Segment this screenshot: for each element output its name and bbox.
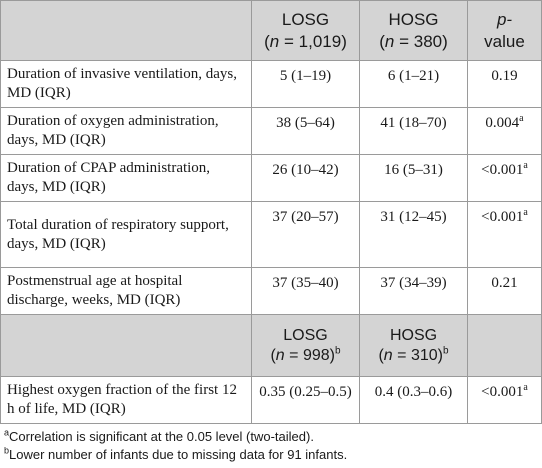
footnote-b-text: Lower number of infants due to missing d… xyxy=(9,447,348,462)
row-label: Duration of oxygen administration, days,… xyxy=(0,107,252,155)
footnote-a: aCorrelation is significant at the 0.05 … xyxy=(4,428,347,446)
pvalue-text: <0.001 xyxy=(481,162,524,178)
footnote-a-marker: a xyxy=(519,113,524,124)
pvalue-label-line2: value xyxy=(484,31,525,51)
results-table: LOSG (n = 1,019) HOSG (n = 380) p- value… xyxy=(0,0,542,424)
subheader-pvalue-blank xyxy=(467,314,542,377)
pvalue-text: <0.001 xyxy=(481,384,524,400)
table-row: Duration of oxygen administration, days,… xyxy=(0,107,542,155)
pvalue-text: 0.21 xyxy=(491,275,518,291)
group2-n-value: = 380 xyxy=(394,31,443,51)
row-pvalue: <0.001a xyxy=(467,376,542,424)
row-group1-value: 26 (10–42) xyxy=(251,154,360,202)
footnote-a-marker: a xyxy=(523,382,528,393)
footnotes: aCorrelation is significant at the 0.05 … xyxy=(4,428,347,464)
row-group1-value: 5 (1–19) xyxy=(251,60,360,108)
subheader-group2: HOSG (n = 310)b xyxy=(359,314,468,377)
group2-n-label: n xyxy=(384,31,395,51)
row-group2-value: 37 (34–39) xyxy=(359,267,468,315)
footnote-a-marker: a xyxy=(523,160,528,171)
row-label: Total duration of respiratory support, d… xyxy=(0,201,252,268)
header-pvalue: p- value xyxy=(467,0,542,61)
row-pvalue: <0.001a xyxy=(467,154,542,202)
sub-group2-name: HOSG xyxy=(389,326,438,344)
row-label: Duration of CPAP administration, days, M… xyxy=(0,154,252,202)
table-row: Highest oxygen fraction of the first 12 … xyxy=(0,376,542,424)
group1-n-label: n xyxy=(269,31,280,51)
table-row: Total duration of respiratory support, d… xyxy=(0,201,542,268)
row-label-line1: Total duration of respiratory support, xyxy=(7,216,229,233)
row-label: Postmenstrual age at hospital discharge,… xyxy=(0,267,252,315)
header-group2: HOSG (n = 380) xyxy=(359,0,468,61)
footnote-a-marker: a xyxy=(523,207,528,218)
footnote-a-mark: a xyxy=(4,427,10,438)
footnote-b-marker: b xyxy=(334,345,341,357)
group2-name: HOSG xyxy=(388,9,439,29)
row-group1-value: 37 (35–40) xyxy=(251,267,360,315)
sub-group1-n-label: n xyxy=(275,346,285,364)
footnote-b-mark: b xyxy=(4,445,10,456)
sub-group1-name: LOSG xyxy=(283,326,328,344)
footnote-a-text: Correlation is significant at the 0.05 l… xyxy=(9,429,314,444)
row-pvalue: <0.001a xyxy=(467,201,542,268)
group1-name: LOSG xyxy=(281,9,330,29)
row-pvalue: 0.19 xyxy=(467,60,542,108)
row-label-line2: days, MD (IQR) xyxy=(7,235,106,252)
sub-group2-n-value: = 310) xyxy=(392,346,443,364)
row-group2-value: 31 (12–45) xyxy=(359,201,468,268)
footnote-b: bLower number of infants due to missing … xyxy=(4,446,347,464)
row-group1-value: 0.35 (0.25–0.5) xyxy=(251,376,360,424)
pvalue-label-line1: p- xyxy=(496,9,513,29)
sub-group1-n: (n = 998)b xyxy=(270,345,341,364)
table-row: Postmenstrual age at hospital discharge,… xyxy=(0,267,542,315)
sub-group2-n: (n = 310)b xyxy=(378,345,449,364)
row-group2-value: 41 (18–70) xyxy=(359,107,468,155)
table-row: Duration of CPAP administration, days, M… xyxy=(0,154,542,202)
row-group1-value: 37 (20–57) xyxy=(251,201,360,268)
subheader-group1: LOSG (n = 998)b xyxy=(251,314,360,377)
subheader-row: LOSG (n = 998)b HOSG (n = 310)b xyxy=(0,314,542,377)
group2-n: (n = 380) xyxy=(379,31,448,51)
row-group2-value: 0.4 (0.3–0.6) xyxy=(359,376,468,424)
pvalue-text: 0.19 xyxy=(491,68,518,84)
header-blank-cell xyxy=(0,0,252,61)
pvalue-text: <0.001 xyxy=(481,209,524,225)
row-group2-value: 6 (1–21) xyxy=(359,60,468,108)
footnote-b-marker: b xyxy=(442,345,449,357)
sub-group2-n-label: n xyxy=(383,346,393,364)
sub-group1-n-value: = 998) xyxy=(284,346,335,364)
group1-n: (n = 1,019) xyxy=(264,31,347,51)
header-row: LOSG (n = 1,019) HOSG (n = 380) p- value xyxy=(0,0,542,61)
row-label: Highest oxygen fraction of the first 12 … xyxy=(0,376,252,424)
row-label: Duration of invasive ventilation, days, … xyxy=(0,60,252,108)
row-group1-value: 38 (5–64) xyxy=(251,107,360,155)
row-pvalue: 0.004a xyxy=(467,107,542,155)
group1-n-value: = 1,019 xyxy=(279,31,342,51)
row-group2-value: 16 (5–31) xyxy=(359,154,468,202)
table-row: Duration of invasive ventilation, days, … xyxy=(0,60,542,108)
pvalue-text: 0.004 xyxy=(485,115,520,131)
subheader-blank-cell xyxy=(0,314,252,377)
row-pvalue: 0.21 xyxy=(467,267,542,315)
header-group1: LOSG (n = 1,019) xyxy=(251,0,360,61)
